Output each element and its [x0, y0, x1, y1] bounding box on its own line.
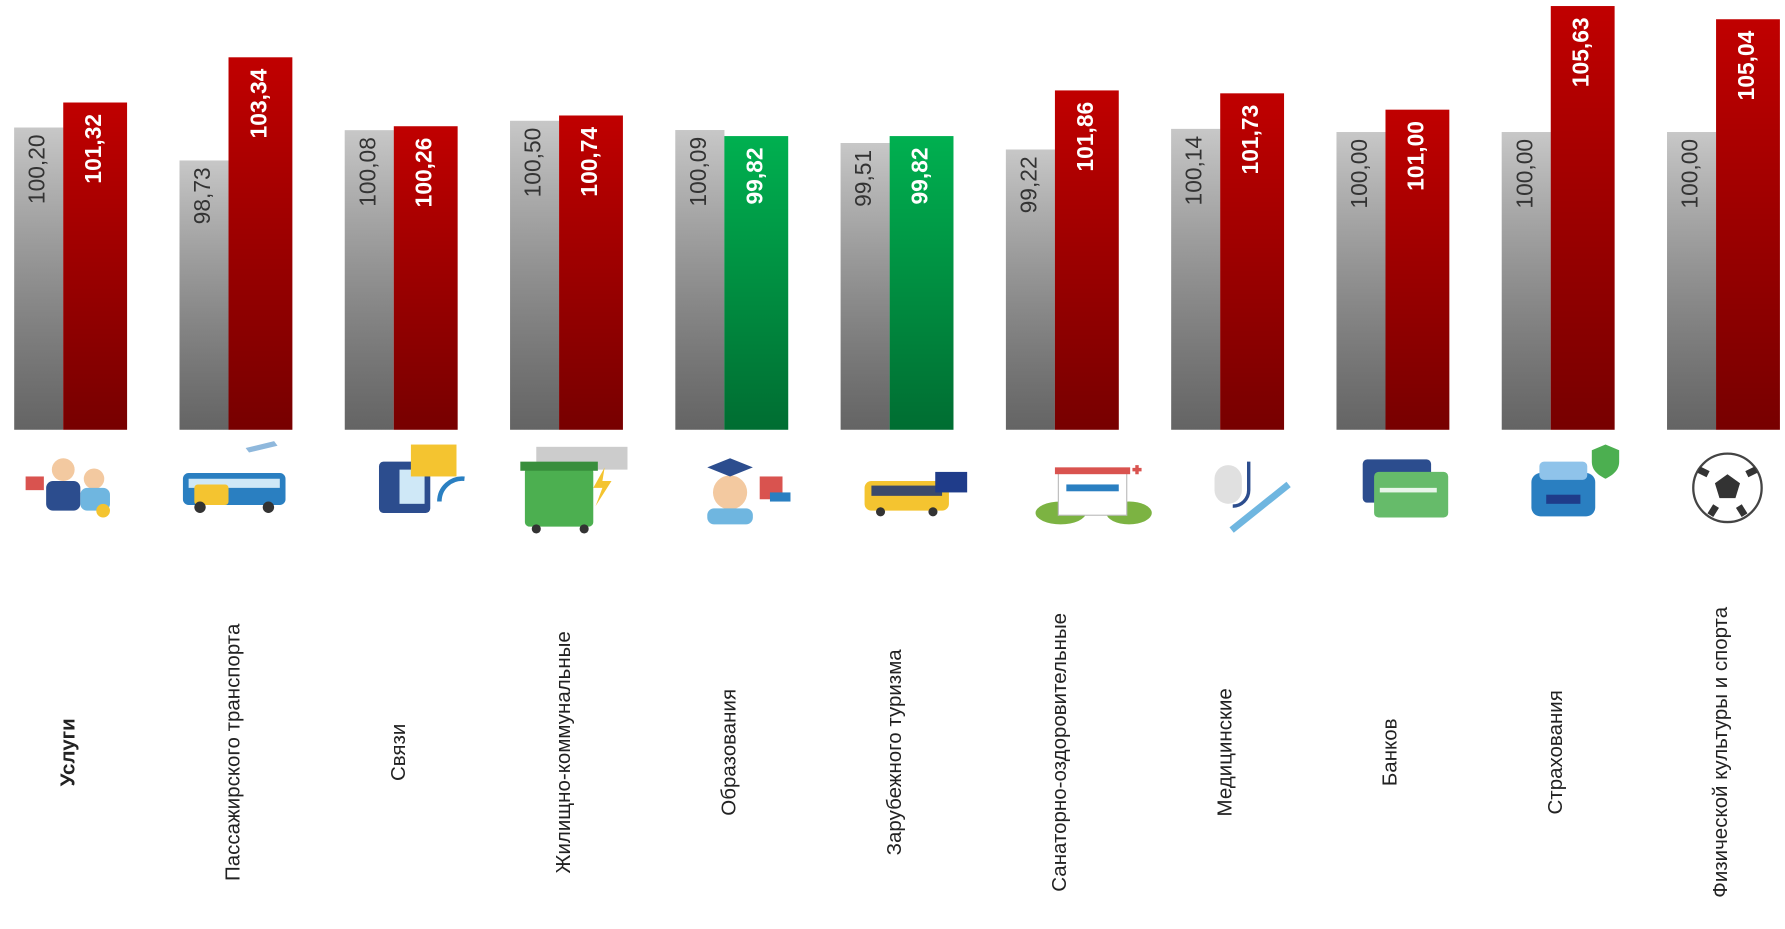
icon-tourism [864, 471, 968, 517]
category-label: Связи [387, 724, 410, 781]
value-label: 99,82 [907, 147, 933, 204]
value-label: 98,73 [189, 167, 215, 224]
value-label: 105,63 [1568, 17, 1594, 87]
category-label: Банков [1379, 718, 1402, 786]
value-label: 100,00 [1677, 139, 1703, 209]
icon-sport [1692, 452, 1763, 524]
icon-education [707, 458, 791, 525]
value-label: 100,14 [1181, 136, 1207, 206]
value-label: 100,00 [1346, 139, 1372, 209]
icon-banks [1362, 459, 1449, 518]
value-label: 99,22 [1015, 156, 1041, 213]
value-label: 99,82 [741, 147, 767, 204]
icon-services [25, 458, 110, 518]
icon-communication [378, 444, 465, 513]
value-label: 103,34 [245, 68, 271, 138]
bars: 100,20 101,32 Услуги 98,73 103,34 Пассажирско… [14, 6, 1780, 898]
category-label: Жилищно-коммунальные [552, 631, 575, 873]
icon-medical [1214, 461, 1291, 533]
category-label: Услуги [56, 718, 79, 786]
value-label: 100,20 [24, 134, 50, 204]
value-label: 105,04 [1733, 30, 1759, 100]
category-label: Санаторно-оздоровительные [1048, 613, 1071, 892]
value-label: 100,74 [576, 127, 602, 197]
icon-insurance [1531, 444, 1620, 517]
value-label: 101,32 [80, 114, 106, 184]
category-label: Зарубежного туризма [883, 649, 906, 856]
value-label: 100,26 [411, 138, 437, 208]
category-label: Физической культуры и спорта [1709, 606, 1732, 897]
value-label: 99,51 [850, 150, 876, 207]
value-label: 101,00 [1402, 121, 1428, 191]
value-label: 100,50 [520, 128, 546, 198]
icon-sanatorium [1035, 465, 1152, 525]
icons [25, 441, 1763, 534]
category-label: Страхования [1544, 690, 1567, 814]
category-label: Медицинские [1213, 688, 1236, 816]
value-label: 100,09 [685, 137, 711, 207]
category-label: Образования [717, 689, 740, 816]
value-label: 100,00 [1511, 139, 1537, 209]
value-label: 101,73 [1237, 105, 1263, 175]
category-label: Пассажирского транспорта [222, 623, 245, 881]
value-label: 100,08 [354, 137, 380, 207]
value-label: 101,86 [1072, 102, 1098, 172]
icon-transport [182, 441, 286, 513]
icon-housing [520, 446, 628, 534]
